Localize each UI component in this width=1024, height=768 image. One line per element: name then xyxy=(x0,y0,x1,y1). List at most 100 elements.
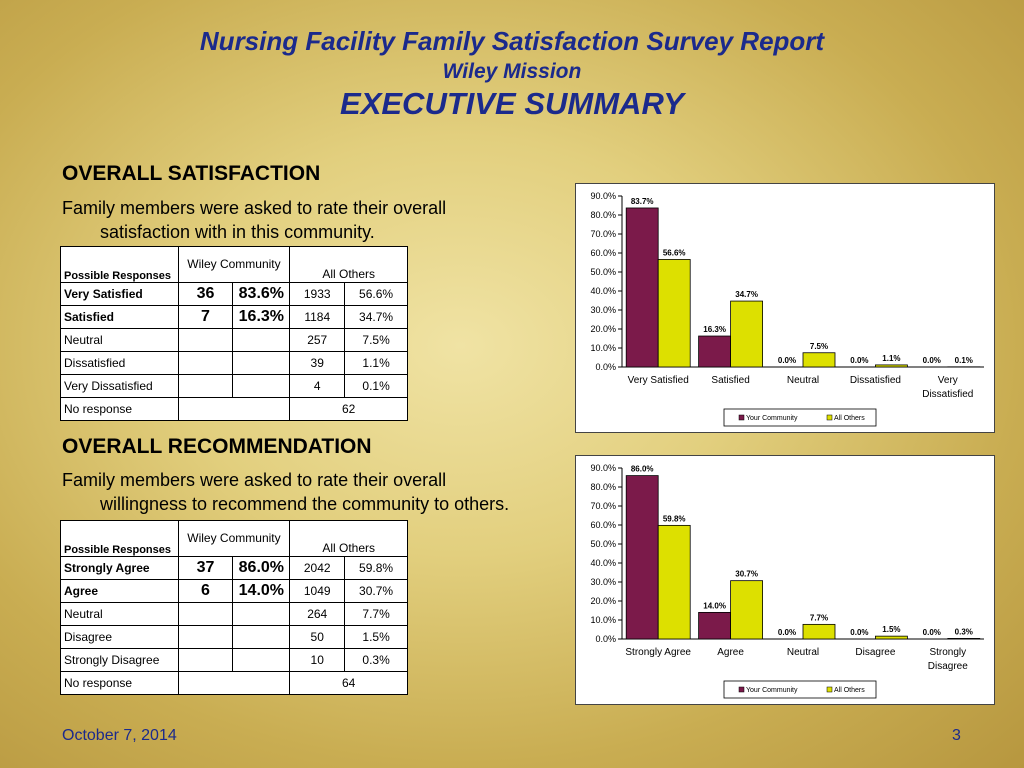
y-tick-label: 10.0% xyxy=(590,615,616,625)
others-count: 1933 xyxy=(289,282,346,306)
description-line-2: willingness to recommend the community t… xyxy=(100,494,510,514)
data-label: 59.8% xyxy=(663,514,686,523)
legend-label: Your Community xyxy=(746,415,798,422)
report-subtitle: Wiley Mission xyxy=(442,60,582,83)
table-row-no-response: No response 64 xyxy=(60,671,408,695)
y-tick-label: 60.0% xyxy=(590,520,616,530)
data-label: 0.0% xyxy=(923,356,941,365)
y-tick-label: 30.0% xyxy=(590,305,616,315)
wiley-count xyxy=(177,602,234,626)
col-wiley-community: Wiley Community xyxy=(177,246,291,283)
y-tick-label: 90.0% xyxy=(590,463,616,473)
y-tick-label: 0.0% xyxy=(595,362,616,372)
report-title: Nursing Facility Family Satisfaction Sur… xyxy=(199,26,825,56)
legend-swatch xyxy=(826,686,833,693)
x-tick-label: Very Satisfied xyxy=(628,375,689,386)
others-percent: 7.5% xyxy=(344,328,408,352)
recommendation-chart: 0.0% 10.0% 20.0% 30.0% 40.0% 50.0% 60.0% 70.0% 8… xyxy=(575,455,995,705)
data-label: 7.5% xyxy=(810,342,828,351)
y-tick-label: 20.0% xyxy=(590,596,616,606)
others-percent: 34.7% xyxy=(344,305,408,329)
legend-box xyxy=(723,408,877,427)
description-line-2: satisfaction with in this community. xyxy=(100,222,375,242)
row-label: Neutral xyxy=(60,328,179,352)
table-row: Agree 6 14.0% 1049 30.7% xyxy=(60,579,408,603)
others-count: 39 xyxy=(289,351,346,375)
bar-all-others xyxy=(874,364,908,368)
bar-all-others xyxy=(802,623,836,640)
wiley-percent xyxy=(232,602,291,626)
col-wiley-community: Wiley Community xyxy=(177,520,291,557)
satisfaction-chart-svg: 0.0% 10.0% 20.0% 30.0% 40.0% 50.0% 60.0% 70.0% 8… xyxy=(590,191,984,427)
others-percent: 30.7% xyxy=(344,579,408,603)
others-count: 257 xyxy=(289,328,346,352)
table-row: Neutral 257 7.5% xyxy=(60,328,408,352)
legend-swatch xyxy=(738,686,745,693)
table-row: Very Satisfied 36 83.6% 1933 56.6% xyxy=(60,282,408,306)
wiley-percent xyxy=(232,648,291,672)
table-row: Disagree 50 1.5% xyxy=(60,625,408,649)
satisfaction-table: Possible Responses Wiley Community All O… xyxy=(60,246,408,421)
bar-all-others xyxy=(657,524,691,640)
data-label: 86.0% xyxy=(631,465,654,474)
y-tick-label: 50.0% xyxy=(590,539,616,549)
row-label: Very Satisfied xyxy=(60,282,179,306)
table-row: Very Dissatisfied 4 0.1% xyxy=(60,374,408,398)
data-label: 34.7% xyxy=(735,290,758,299)
legend-box xyxy=(723,680,877,699)
data-label: 0.0% xyxy=(850,628,868,637)
col-all-others: All Others xyxy=(289,520,408,557)
wiley-count: 6 xyxy=(177,579,234,603)
table-row: Strongly Agree 37 86.0% 2042 59.8% xyxy=(60,556,408,580)
x-tick-label: Satisfied xyxy=(711,375,749,386)
y-tick-label: 30.0% xyxy=(590,577,616,587)
y-tick-label: 0.0% xyxy=(595,634,616,644)
wiley-count xyxy=(177,374,234,398)
wiley-count xyxy=(177,625,234,649)
description-line-1: Family members were asked to rate their … xyxy=(62,198,447,218)
wiley-percent xyxy=(232,328,291,352)
others-percent: 0.1% xyxy=(344,374,408,398)
bar-your-community xyxy=(698,611,731,640)
y-tick-label: 50.0% xyxy=(590,267,616,277)
wiley-percent: 14.0% xyxy=(232,579,291,603)
description-line-1: Family members were asked to rate their … xyxy=(62,470,447,490)
recommendation-table: Possible Responses Wiley Community All O… xyxy=(60,520,408,695)
y-tick-label: 80.0% xyxy=(590,210,616,220)
others-percent: 1.5% xyxy=(344,625,408,649)
others-percent: 0.3% xyxy=(344,648,408,672)
wiley-count: 7 xyxy=(177,305,234,329)
x-tick-label: Neutral xyxy=(787,647,819,658)
chart-legend: Your Community All Others xyxy=(723,408,877,427)
wiley-count: 36 xyxy=(177,282,234,306)
table-row: Satisfied 7 16.3% 1184 34.7% xyxy=(60,305,408,329)
data-label: 14.0% xyxy=(703,601,726,610)
data-label: 0.1% xyxy=(955,356,973,365)
col-possible-responses: Possible Responses xyxy=(60,520,179,557)
data-label: 30.7% xyxy=(735,570,758,579)
page-number: 3 xyxy=(952,727,961,744)
no-response-label: No response xyxy=(60,671,179,695)
bar-all-others xyxy=(947,638,981,640)
overall-recommendation-description: Family members were asked to rate their … xyxy=(62,468,509,516)
x-tick-label: Very xyxy=(938,375,958,386)
no-response-value: 62 xyxy=(289,397,408,421)
others-count: 1049 xyxy=(289,579,346,603)
overall-recommendation-heading: OVERALL RECOMMENDATION xyxy=(62,435,372,458)
wiley-count: 37 xyxy=(177,556,234,580)
others-percent: 59.8% xyxy=(344,556,408,580)
legend-swatch xyxy=(738,414,745,421)
data-label: 1.1% xyxy=(882,354,900,363)
no-response-wiley xyxy=(177,397,291,421)
others-count: 50 xyxy=(289,625,346,649)
x-tick-label: Dissatisfied xyxy=(922,389,973,400)
no-response-label: No response xyxy=(60,397,179,421)
executive-summary-heading: EXECUTIVE SUMMARY xyxy=(340,86,684,121)
bar-all-others xyxy=(657,259,691,368)
y-tick-label: 40.0% xyxy=(590,558,616,568)
data-label: 83.7% xyxy=(631,197,654,206)
wiley-count xyxy=(177,351,234,375)
data-label: 0.3% xyxy=(955,627,973,636)
data-label: 0.0% xyxy=(778,628,796,637)
data-label: 16.3% xyxy=(703,325,726,334)
